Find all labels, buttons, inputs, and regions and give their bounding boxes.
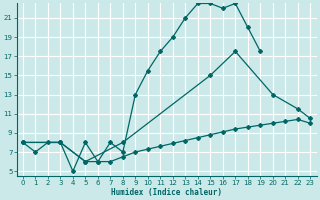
X-axis label: Humidex (Indice chaleur): Humidex (Indice chaleur) — [111, 188, 222, 197]
